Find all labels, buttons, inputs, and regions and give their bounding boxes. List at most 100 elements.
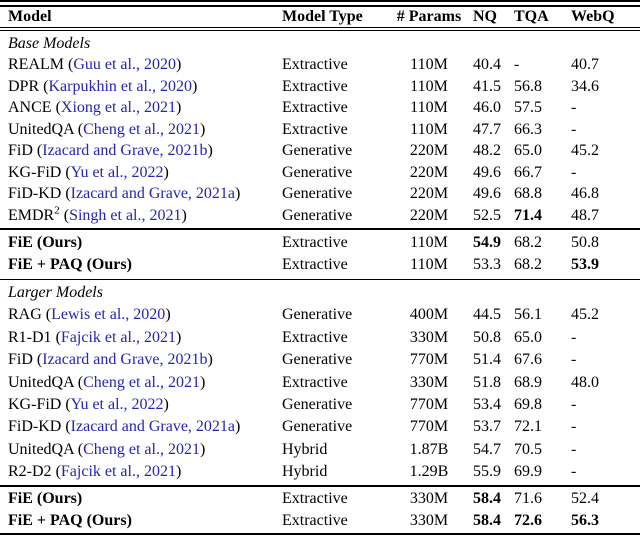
- citation-link[interactable]: Cheng et al., 2021: [83, 120, 200, 138]
- table-row: REALM (Guu et al., 2020) Extractive 110M…: [0, 54, 640, 76]
- model-cell: FiE + PAQ (Ours): [8, 511, 132, 529]
- citation-link[interactable]: Guu et al., 2020: [73, 56, 176, 74]
- citation-link[interactable]: Yu et al., 2022: [70, 163, 164, 181]
- tqa-cell: -: [514, 56, 520, 74]
- model-name: ANCE: [8, 99, 52, 117]
- model-type-cell: Generative: [282, 418, 353, 436]
- citation-link[interactable]: Xiong et al., 2021: [60, 99, 176, 117]
- citation-link[interactable]: Cheng et al., 2021: [83, 373, 200, 391]
- webq-cell: -: [571, 440, 577, 458]
- webq-cell: 52.4: [571, 490, 599, 508]
- webq-cell: -: [571, 120, 577, 138]
- table-row: R1-D1 (Fajcik et al., 2021) Extractive 3…: [0, 327, 640, 349]
- params-cell: 330M: [409, 511, 449, 529]
- citation-link[interactable]: Karpukhin et al., 2020: [48, 77, 192, 95]
- webq-cell: 50.8: [571, 234, 599, 252]
- nq-cell: 51.8: [473, 373, 501, 391]
- webq-cell: -: [571, 99, 577, 117]
- nq-cell: 41.5: [473, 77, 501, 95]
- paren-open: (: [61, 418, 71, 436]
- model-name: R1-D1: [8, 328, 52, 346]
- webq-cell: 45.2: [571, 142, 599, 160]
- ours-separator-rule: [0, 228, 640, 230]
- nq-cell: 58.4: [473, 490, 501, 508]
- citation-link[interactable]: Izacard and Grave, 2021a: [70, 418, 236, 436]
- table-row: DPR (Karpukhin et al., 2020) Extractive …: [0, 76, 640, 98]
- table-row: FiD-KD (Izacard and Grave, 2021a) Genera…: [0, 416, 640, 438]
- paren-open: (: [61, 396, 71, 414]
- params-cell: 770M: [409, 418, 449, 436]
- section-label: Larger Models: [8, 284, 103, 302]
- table-bottom-rule: [0, 533, 640, 535]
- section-label: Base Models: [8, 34, 91, 52]
- paren-open: (: [51, 328, 61, 346]
- section-base-models: Base Models REALM (Guu et al., 2020) Ext…: [0, 31, 640, 229]
- webq-cell: -: [571, 163, 577, 181]
- params-cell: 770M: [409, 351, 449, 369]
- model-type-cell: Extractive: [282, 99, 348, 117]
- section-larger-models: Larger Models RAG (Lewis et al., 2020) G…: [0, 280, 640, 486]
- webq-cell: 48.0: [571, 373, 599, 391]
- model-cell: FiD-KD (Izacard and Grave, 2021a): [0, 185, 282, 203]
- column-header-webq: WebQ: [571, 7, 615, 25]
- tqa-cell: 67.6: [514, 351, 542, 369]
- citation-link[interactable]: Izacard and Grave, 2021a: [70, 185, 236, 203]
- nq-cell: 50.8: [473, 328, 501, 346]
- table-row: FiD (Izacard and Grave, 2021b) Generativ…: [0, 140, 640, 162]
- tqa-cell: 68.2: [514, 234, 542, 252]
- model-type-cell: Extractive: [282, 77, 348, 95]
- params-cell: 220M: [409, 163, 449, 181]
- citation-link[interactable]: Cheng et al., 2021: [83, 440, 200, 458]
- paren-open: (: [73, 120, 84, 138]
- section-label-row: Base Models: [0, 33, 640, 55]
- paren-open: (: [51, 463, 61, 481]
- table-row: UnitedQA (Cheng et al., 2021) Extractive…: [0, 371, 640, 393]
- tqa-cell: 68.8: [514, 185, 542, 203]
- citation-link[interactable]: Lewis et al., 2020: [51, 306, 166, 324]
- webq-cell: 40.7: [571, 56, 599, 74]
- column-header-model-type: Model Type: [282, 7, 363, 25]
- paren-open: (: [61, 185, 71, 203]
- citation-link[interactable]: Izacard and Grave, 2021b: [42, 351, 208, 369]
- model-type-cell: Extractive: [282, 234, 348, 252]
- model-name: EMDR: [8, 206, 55, 224]
- header-separator-rule: [0, 26, 640, 31]
- tqa-cell: 69.9: [514, 463, 542, 481]
- model-cell: KG-FiD (Yu et al., 2022): [0, 396, 282, 414]
- table-row-ours: FiE (Ours) Extractive 110M 54.9 68.2 50.…: [0, 232, 640, 254]
- paren-close: ): [235, 418, 241, 436]
- paren-close: ): [199, 120, 206, 138]
- nq-cell: 58.4: [473, 511, 501, 529]
- params-cell: 110M: [410, 234, 448, 252]
- webq-cell: 45.2: [571, 306, 599, 324]
- nq-cell: 46.0: [473, 99, 501, 117]
- model-type-cell: Extractive: [282, 328, 348, 346]
- model-cell: R2-D2 (Fajcik et al., 2021): [0, 463, 282, 481]
- citation-link[interactable]: Izacard and Grave, 2021b: [42, 142, 208, 160]
- citation-link[interactable]: Fajcik et al., 2021: [60, 463, 176, 481]
- model-name: FiD: [8, 142, 33, 160]
- model-name: FiD: [8, 351, 33, 369]
- model-superscript: 2: [54, 204, 60, 217]
- nq-cell: 48.2: [473, 142, 501, 160]
- webq-cell: 34.6: [571, 77, 599, 95]
- table-header-row: Model Model Type # Params NQ TQA WebQ: [0, 7, 640, 27]
- tqa-cell: 57.5: [514, 99, 542, 117]
- citation-link[interactable]: Yu et al., 2022: [70, 396, 164, 414]
- nq-cell: 51.4: [473, 351, 501, 369]
- params-cell: 220M: [409, 206, 449, 224]
- citation-link[interactable]: Fajcik et al., 2021: [60, 328, 176, 346]
- params-cell: 110M: [410, 77, 448, 95]
- model-type-cell: Generative: [282, 142, 353, 160]
- paren-close: ): [163, 396, 169, 414]
- paren-close: ): [207, 142, 213, 160]
- citation-link[interactable]: Singh et al., 2021: [69, 206, 182, 224]
- model-type-cell: Hybrid: [282, 463, 328, 481]
- params-cell: 770M: [409, 396, 449, 414]
- model-cell: KG-FiD (Yu et al., 2022): [0, 164, 282, 182]
- model-type-cell: Generative: [282, 396, 353, 414]
- model-name: KG-FiD: [8, 163, 62, 181]
- nq-cell: 55.9: [473, 463, 501, 481]
- model-cell: FiE (Ours): [8, 234, 83, 252]
- column-header-params: # Params: [396, 7, 462, 25]
